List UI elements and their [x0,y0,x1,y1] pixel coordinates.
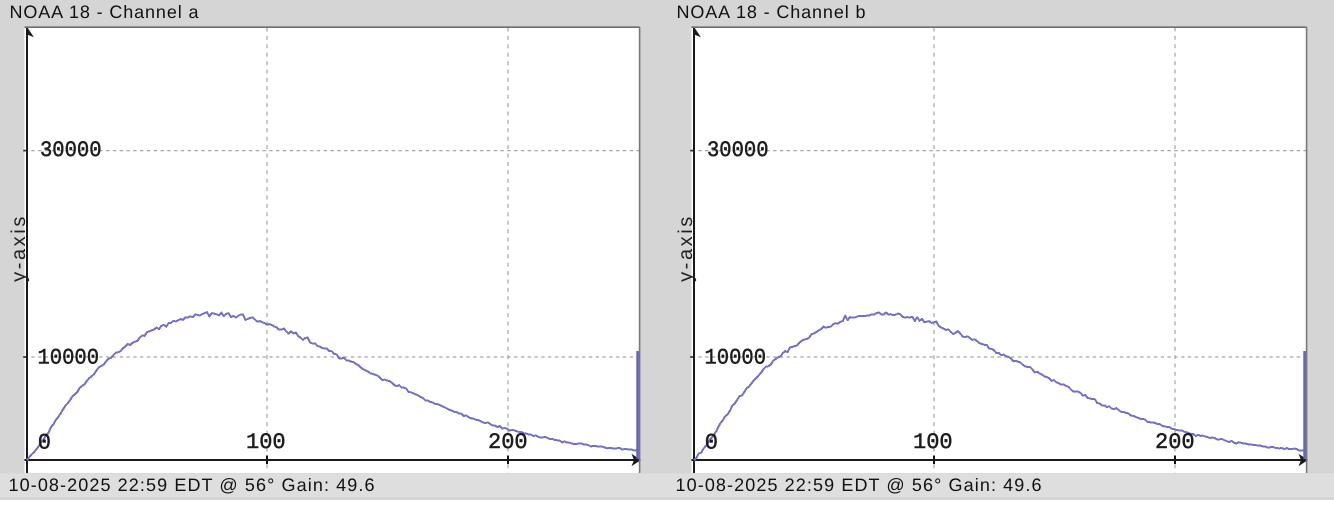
svg-text:200: 200 [1155,430,1195,455]
svg-text:100: 100 [913,430,953,455]
svg-text:200: 200 [488,430,528,455]
svg-text:10000: 10000 [38,345,100,370]
svg-text:y-axis: y-axis [8,214,30,282]
svg-text:10-08-2025 22:59 EDT @ 56° Gai: 10-08-2025 22:59 EDT @ 56° Gain: 49.6 [676,475,1042,495]
svg-text:100: 100 [246,430,286,455]
svg-text:10000: 10000 [705,345,767,370]
svg-text:y-axis: y-axis [675,214,697,282]
svg-text:10-08-2025 22:59 EDT @ 56° Gai: 10-08-2025 22:59 EDT @ 56° Gain: 49.6 [9,475,375,495]
svg-text:30000: 30000 [707,138,769,163]
svg-text:NOAA 18 - Channel b: NOAA 18 - Channel b [677,2,866,22]
svg-text:0: 0 [705,431,718,456]
svg-text:0: 0 [38,431,51,456]
svg-text:NOAA 18 - Channel a: NOAA 18 - Channel a [10,2,200,22]
svg-text:30000: 30000 [40,138,102,163]
